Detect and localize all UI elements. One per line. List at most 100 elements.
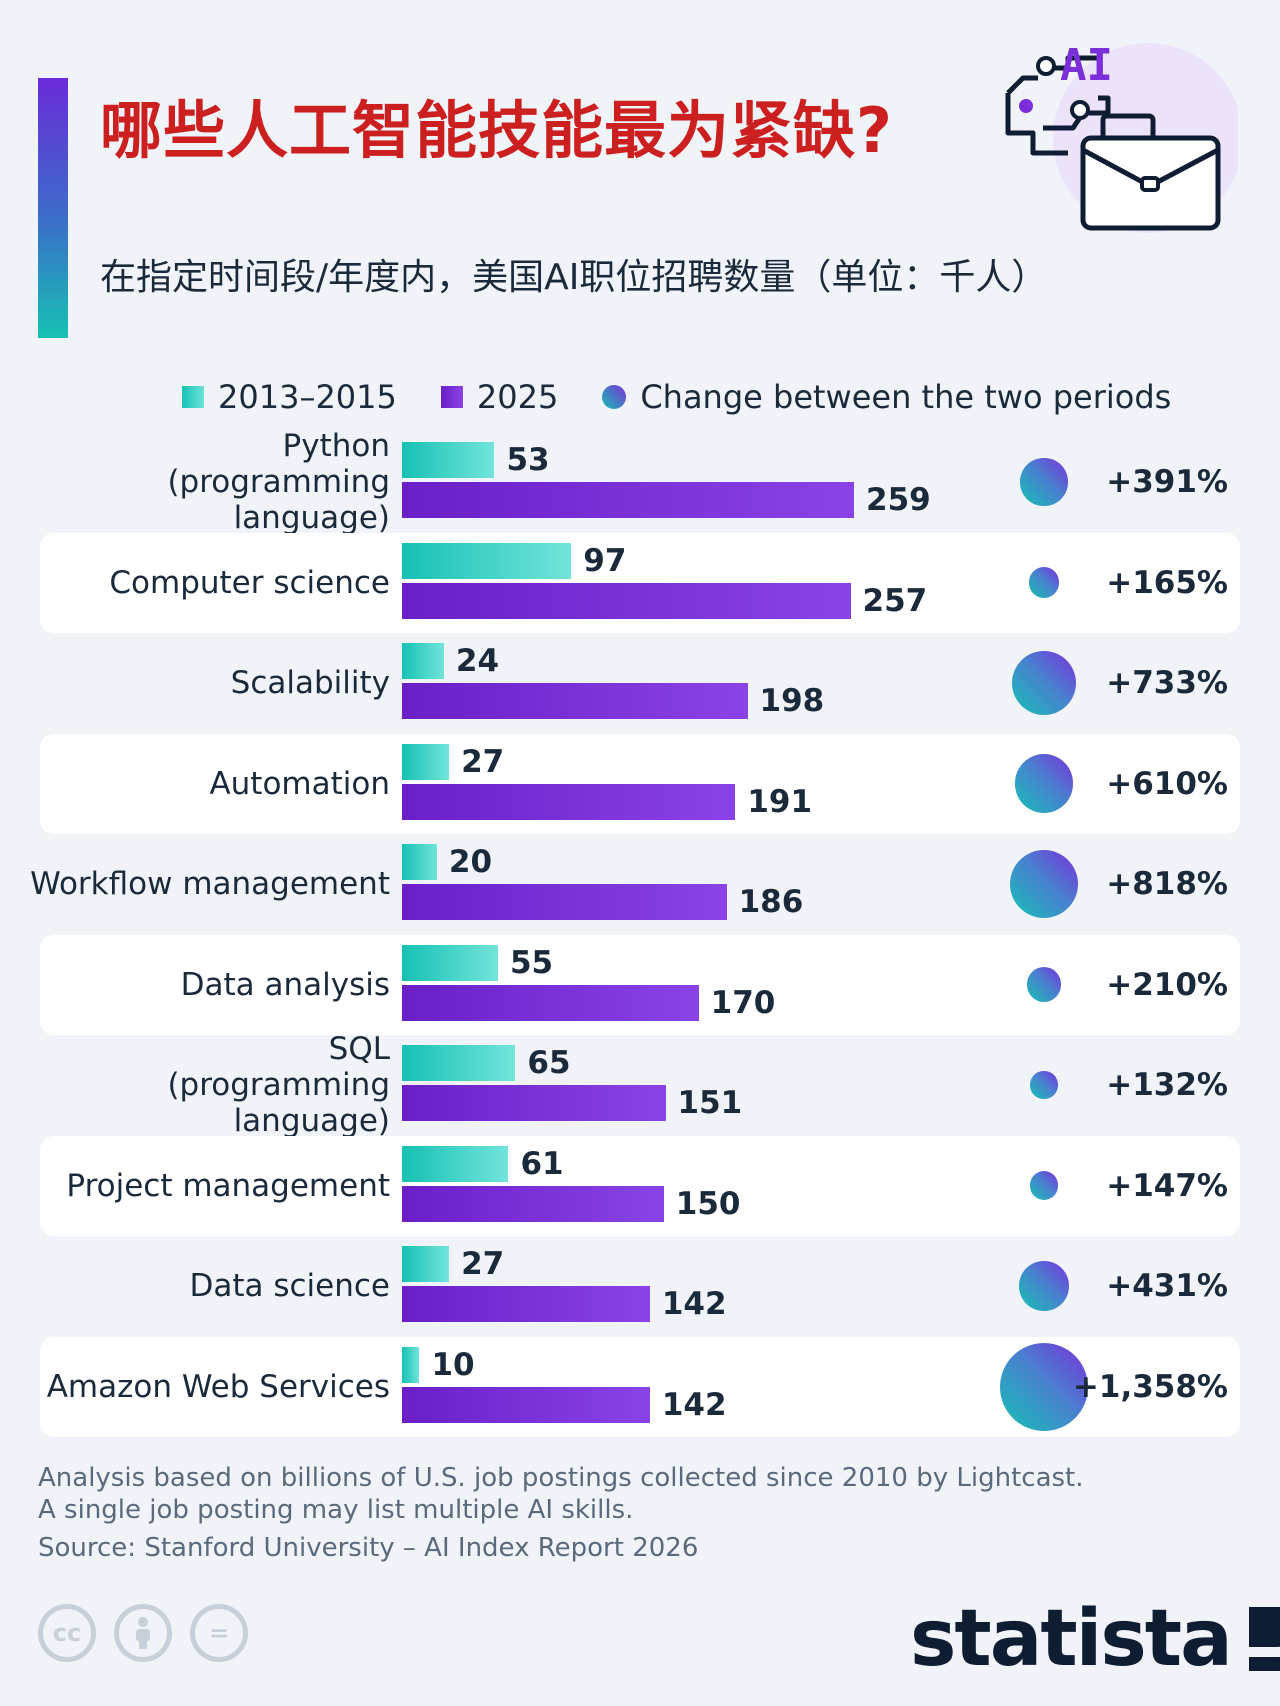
title-accent-bar xyxy=(38,78,68,338)
value-label-2013-2015: 97 xyxy=(583,542,627,579)
change-label: +610% xyxy=(1106,765,1228,802)
value-label-2025: 191 xyxy=(747,783,813,820)
ai-briefcase-illustration: AI xyxy=(1005,40,1238,233)
value-label-2013-2015: 27 xyxy=(461,743,505,780)
change-bubble xyxy=(1026,967,1062,1002)
statista-mark-icon xyxy=(1248,1607,1280,1671)
chart-legend: 2013–2015 2025 Change between the two pe… xyxy=(182,372,1215,422)
bar-2025 xyxy=(402,1085,666,1121)
category-label: Amazon Web Services xyxy=(30,1337,390,1437)
category-label: SQL (programming language) xyxy=(30,1031,390,1139)
category-label: Data analysis xyxy=(30,935,390,1035)
category-label: Project management xyxy=(30,1136,390,1236)
value-label-2013-2015: 24 xyxy=(455,643,500,679)
bar-2025 xyxy=(402,582,851,619)
change-label: +431% xyxy=(1106,1268,1228,1304)
attribution-icon[interactable] xyxy=(114,1604,172,1662)
value-label-2013-2015: 65 xyxy=(527,1045,571,1081)
ai-text: AI xyxy=(1060,40,1113,91)
category-label-line: SQL xyxy=(328,1031,390,1067)
value-label-2025: 142 xyxy=(661,1386,727,1423)
footnote-line-1: Analysis based on billions of U.S. job p… xyxy=(38,1463,1084,1493)
change-label: +210% xyxy=(1106,966,1228,1003)
category-label-line: Amazon Web Services xyxy=(46,1368,390,1405)
change-bubble xyxy=(1011,650,1077,716)
bar-2013-2015 xyxy=(402,442,495,478)
legend-swatch-purple xyxy=(440,386,463,408)
category-label-line: (programming language) xyxy=(167,464,390,536)
change-label: +733% xyxy=(1106,665,1228,701)
category-label-line: Computer science xyxy=(109,564,390,601)
legend-item-2013-2015: 2013–2015 xyxy=(182,378,397,416)
category-label: Scalability xyxy=(30,633,390,733)
value-label-2025: 150 xyxy=(675,1185,741,1222)
change-bubble xyxy=(1014,754,1074,813)
value-label-2013-2015: 27 xyxy=(461,1246,505,1282)
category-label: Workflow management xyxy=(30,834,390,934)
bar-2013-2015 xyxy=(402,944,498,981)
bar-2025 xyxy=(402,1185,664,1222)
value-label-2025: 259 xyxy=(866,482,931,518)
category-label-line: Workflow management xyxy=(30,866,390,902)
category-label-line: Scalability xyxy=(230,665,390,701)
legend-item-2025: 2025 xyxy=(440,378,558,416)
bar-2025 xyxy=(402,783,736,820)
bar-2013-2015 xyxy=(402,743,450,780)
bar-2013-2015 xyxy=(402,844,437,880)
bar-2013-2015 xyxy=(402,1145,509,1182)
category-label: Automation xyxy=(30,734,390,834)
bar-2025 xyxy=(402,884,727,920)
bar-2013-2015 xyxy=(402,643,444,679)
value-label-2013-2015: 55 xyxy=(509,944,554,981)
legend-label-change: Change between the two periods xyxy=(640,378,1172,416)
change-bubble xyxy=(1020,458,1068,506)
bar-2013-2015 xyxy=(402,1045,516,1081)
statista-logo[interactable]: statista xyxy=(910,1594,1280,1684)
bar-2013-2015 xyxy=(402,542,572,579)
category-label: Data science xyxy=(30,1236,390,1336)
footnote: Analysis based on billions of U.S. job p… xyxy=(38,1462,1084,1526)
category-label-line: Data science xyxy=(189,1268,390,1304)
category-label-line: Data analysis xyxy=(180,966,390,1003)
page-title: 哪些人工智能技能最为紧缺? xyxy=(100,94,893,167)
bar-2025 xyxy=(402,1386,650,1423)
change-bubble xyxy=(1029,1171,1059,1200)
change-bubble xyxy=(1030,1071,1058,1099)
bar-2013-2015 xyxy=(402,1346,420,1383)
bar-2025 xyxy=(402,1286,650,1322)
value-label-2013-2015: 20 xyxy=(448,844,493,880)
category-label-line: Python xyxy=(282,428,390,464)
value-label-2013-2015: 61 xyxy=(520,1145,564,1182)
bar-2013-2015 xyxy=(402,1246,450,1282)
change-bubble xyxy=(1000,1342,1088,1431)
change-label: +147% xyxy=(1106,1167,1228,1204)
license-icons: cc = xyxy=(38,1604,266,1662)
change-label: +165% xyxy=(1106,564,1228,601)
noderivs-icon[interactable]: = xyxy=(190,1604,248,1662)
bar-2025 xyxy=(402,683,748,719)
change-label: +1,358% xyxy=(1072,1368,1228,1405)
category-label-line: Project management xyxy=(66,1167,390,1204)
change-label: +391% xyxy=(1106,464,1228,500)
legend-item-change: Change between the two periods xyxy=(602,378,1171,416)
bar-2025 xyxy=(402,482,854,518)
legend-swatch-teal xyxy=(182,386,204,408)
bar-2025 xyxy=(402,984,699,1021)
source-note: Source: Stanford University – AI Index R… xyxy=(38,1533,699,1563)
value-label-2025: 198 xyxy=(759,683,825,719)
change-bubble xyxy=(1009,849,1079,919)
legend-label-2013-2015: 2013–2015 xyxy=(218,378,397,416)
cc-icon[interactable]: cc xyxy=(38,1604,96,1662)
footnote-line-2: A single job posting may list multiple A… xyxy=(38,1495,634,1525)
category-label-line: Automation xyxy=(209,765,390,802)
change-label: +818% xyxy=(1106,866,1228,902)
brand-wordmark: statista xyxy=(910,1594,1233,1684)
value-label-2025: 257 xyxy=(862,582,928,619)
value-label-2025: 186 xyxy=(738,884,804,920)
value-label-2013-2015: 10 xyxy=(431,1346,475,1383)
category-label: Python (programming language) xyxy=(30,428,390,536)
value-label-2025: 151 xyxy=(677,1085,743,1121)
value-label-2025: 170 xyxy=(710,984,776,1021)
category-label-line: (programming language) xyxy=(167,1067,390,1139)
